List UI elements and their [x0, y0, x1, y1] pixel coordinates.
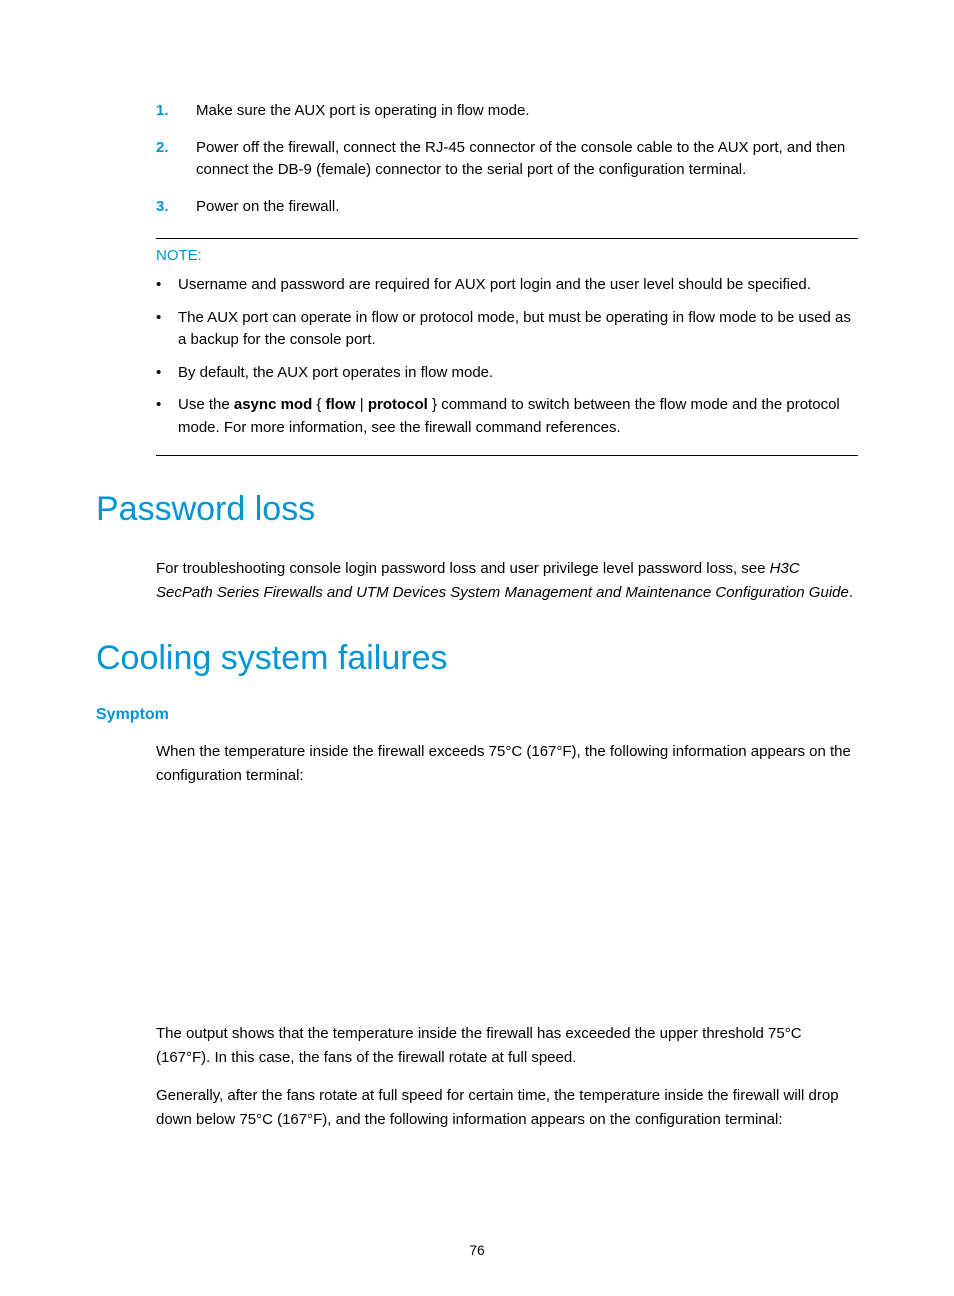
bullet-dot-icon: •	[156, 307, 178, 352]
heading-cooling-failures: Cooling system failures	[96, 639, 858, 678]
note-section: NOTE: •Username and password are require…	[156, 247, 858, 456]
bullet-text: Username and password are required for A…	[178, 274, 811, 297]
bullet-text: By default, the AUX port operates in flo…	[178, 362, 493, 385]
ordered-step: 3.Power on the firewall.	[156, 196, 858, 219]
heading-password-loss: Password loss	[96, 490, 858, 529]
ordered-step: 2.Power off the firewall, connect the RJ…	[156, 137, 858, 182]
password-loss-paragraph: For troubleshooting console login passwo…	[156, 557, 858, 605]
terminal-output-spacer	[96, 802, 858, 1022]
step-number: 3.	[156, 196, 196, 219]
note-top-rule	[156, 238, 858, 239]
step-number: 2.	[156, 137, 196, 182]
page-number: 76	[0, 1242, 954, 1258]
note-bullet-item: •Username and password are required for …	[156, 274, 858, 297]
bullet-dot-icon: •	[156, 274, 178, 297]
note-bullet-item: •By default, the AUX port operates in fl…	[156, 362, 858, 385]
cooling-para-2: The output shows that the temperature in…	[156, 1022, 858, 1070]
cooling-para-1: When the temperature inside the firewall…	[156, 740, 858, 788]
symptom-subheading: Symptom	[96, 706, 858, 724]
cooling-para-3: Generally, after the fans rotate at full…	[156, 1084, 858, 1132]
step-text: Make sure the AUX port is operating in f…	[196, 100, 530, 123]
ordered-steps-list: 1.Make sure the AUX port is operating in…	[156, 100, 858, 218]
note-label: NOTE:	[156, 247, 858, 264]
bullet-dot-icon: •	[156, 394, 178, 439]
ordered-step: 1.Make sure the AUX port is operating in…	[156, 100, 858, 123]
note-bullet-list: •Username and password are required for …	[156, 274, 858, 439]
step-number: 1.	[156, 100, 196, 123]
bullet-text: Use the async mod { flow | protocol } co…	[178, 394, 858, 439]
note-bullet-item: •The AUX port can operate in flow or pro…	[156, 307, 858, 352]
step-text: Power off the firewall, connect the RJ-4…	[196, 137, 858, 182]
note-bullet-item: •Use the async mod { flow | protocol } c…	[156, 394, 858, 439]
bullet-text: The AUX port can operate in flow or prot…	[178, 307, 858, 352]
bullet-dot-icon: •	[156, 362, 178, 385]
step-text: Power on the firewall.	[196, 196, 339, 219]
